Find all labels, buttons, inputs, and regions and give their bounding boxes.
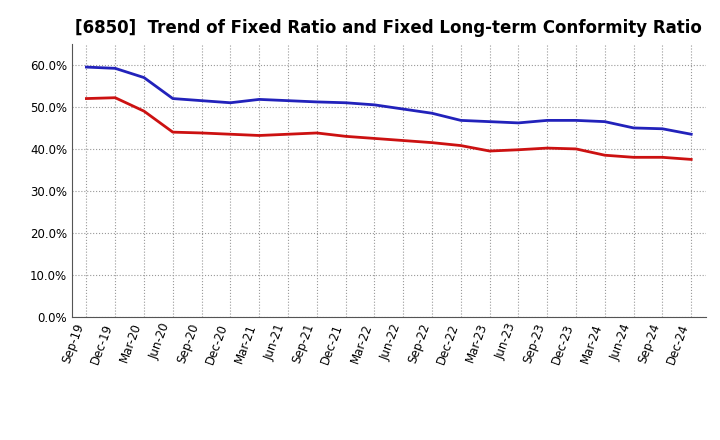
Fixed Long-term Conformity Ratio xyxy=(226,132,235,137)
Fixed Long-term Conformity Ratio xyxy=(284,132,292,137)
Fixed Ratio xyxy=(341,100,350,106)
Fixed Ratio xyxy=(485,119,494,124)
Fixed Long-term Conformity Ratio xyxy=(370,136,379,141)
Fixed Ratio xyxy=(226,100,235,106)
Fixed Long-term Conformity Ratio xyxy=(168,129,177,135)
Fixed Long-term Conformity Ratio xyxy=(197,130,206,136)
Fixed Ratio xyxy=(140,75,148,80)
Fixed Long-term Conformity Ratio xyxy=(572,146,580,151)
Fixed Long-term Conformity Ratio xyxy=(456,143,465,148)
Fixed Long-term Conformity Ratio xyxy=(428,140,436,145)
Fixed Long-term Conformity Ratio xyxy=(399,138,408,143)
Fixed Ratio xyxy=(456,118,465,123)
Fixed Long-term Conformity Ratio xyxy=(255,133,264,138)
Fixed Long-term Conformity Ratio xyxy=(687,157,696,162)
Fixed Long-term Conformity Ratio xyxy=(341,134,350,139)
Fixed Ratio xyxy=(168,96,177,101)
Fixed Long-term Conformity Ratio xyxy=(600,153,609,158)
Fixed Ratio xyxy=(514,120,523,125)
Title: [6850]  Trend of Fixed Ratio and Fixed Long-term Conformity Ratio: [6850] Trend of Fixed Ratio and Fixed Lo… xyxy=(76,19,702,37)
Fixed Ratio xyxy=(284,98,292,103)
Fixed Long-term Conformity Ratio xyxy=(111,95,120,100)
Fixed Ratio xyxy=(312,99,321,105)
Fixed Ratio xyxy=(543,118,552,123)
Fixed Ratio xyxy=(658,126,667,132)
Fixed Ratio xyxy=(687,132,696,137)
Fixed Long-term Conformity Ratio xyxy=(629,155,638,160)
Fixed Ratio xyxy=(629,125,638,131)
Fixed Ratio xyxy=(572,118,580,123)
Fixed Ratio xyxy=(428,110,436,116)
Fixed Ratio xyxy=(399,106,408,112)
Fixed Ratio xyxy=(197,98,206,103)
Fixed Ratio xyxy=(600,119,609,124)
Fixed Ratio xyxy=(82,64,91,70)
Fixed Ratio xyxy=(370,102,379,107)
Fixed Long-term Conformity Ratio xyxy=(312,130,321,136)
Fixed Long-term Conformity Ratio xyxy=(514,147,523,152)
Fixed Ratio xyxy=(111,66,120,71)
Line: Fixed Long-term Conformity Ratio: Fixed Long-term Conformity Ratio xyxy=(86,98,691,159)
Fixed Ratio xyxy=(255,97,264,102)
Fixed Long-term Conformity Ratio xyxy=(140,109,148,114)
Line: Fixed Ratio: Fixed Ratio xyxy=(86,67,691,134)
Fixed Long-term Conformity Ratio xyxy=(485,148,494,154)
Fixed Long-term Conformity Ratio xyxy=(658,155,667,160)
Fixed Long-term Conformity Ratio xyxy=(543,146,552,151)
Fixed Long-term Conformity Ratio xyxy=(82,96,91,101)
